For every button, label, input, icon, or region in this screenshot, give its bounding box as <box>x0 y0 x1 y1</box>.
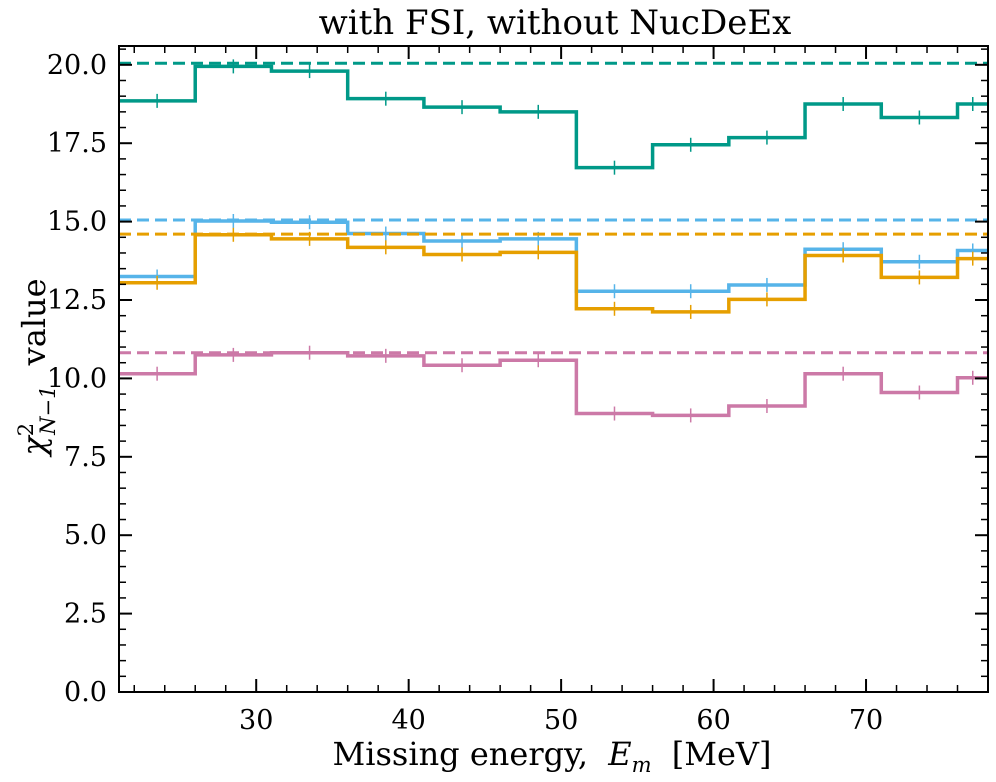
x-tick-label: 60 <box>696 705 730 736</box>
y-tick-label: 5.0 <box>64 520 107 551</box>
x-tick-label: 50 <box>544 705 578 736</box>
y-axis-label-sub: N−1 <box>36 386 60 436</box>
x-axis-label-var: E <box>607 735 631 773</box>
x-axis-label-text: Missing energy, <box>332 735 588 773</box>
x-axis-label-sub: m <box>632 753 652 777</box>
plot-frame <box>118 45 989 693</box>
axis-ticks: 30 40 50 60 70 0.0 2.5 5.0 7.5 10.0 12.5 15.0 17.5 20… <box>47 46 989 736</box>
y-tick-label: 2.5 <box>64 599 107 630</box>
step-line-blue <box>119 219 988 293</box>
y-tick-label: 20.0 <box>47 50 107 81</box>
x-tick-label: 40 <box>391 705 425 736</box>
chart-title: with FSI, without NucDeEx <box>319 3 792 43</box>
x-axis-label-unit: [MeV] <box>672 735 772 773</box>
x-axis-label: Missing energy, Em [MeV] <box>332 735 771 780</box>
x-tick-label: 30 <box>239 705 273 736</box>
y-axis-label-text: value <box>15 278 53 366</box>
step-line-pink <box>119 350 988 418</box>
y-tick-label: 15.0 <box>47 207 107 238</box>
x-tick-label: 70 <box>849 705 883 736</box>
y-axis-label-sup: 2 <box>14 423 38 436</box>
y-tick-label: 10.0 <box>47 363 107 394</box>
step-line-teal <box>119 64 988 170</box>
step-line-orange <box>119 233 988 314</box>
y-tick-label: 0.0 <box>64 677 107 708</box>
plot-area <box>119 59 988 423</box>
y-tick-label: 17.5 <box>47 128 107 159</box>
y-axis-label: χ2N−1 value <box>14 278 63 457</box>
y-tick-label: 12.5 <box>47 285 107 316</box>
y-axis-label-var: χ <box>15 435 53 458</box>
y-tick-label: 7.5 <box>64 442 107 473</box>
